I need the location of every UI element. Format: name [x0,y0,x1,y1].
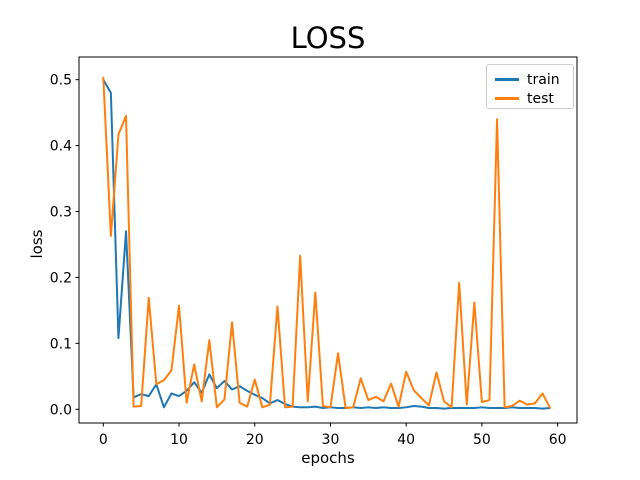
axes-frame [78,56,578,424]
y-axis-label: loss [28,229,46,258]
x-tick-label: 0 [99,432,108,448]
y-tick-label: 0.2 [50,270,72,286]
y-axis: 0.0 0.1 0.2 0.3 0.4 0.5 [50,73,79,418]
y-tick-label: 0.1 [50,336,72,352]
chart-title: LOSS [291,21,366,55]
train-line-swatch [495,78,519,81]
y-tick-label: 0.4 [50,139,72,155]
x-axis-label: epochs [301,449,355,467]
x-tick-label: 40 [397,432,415,448]
train-line [102,78,552,410]
test-line [102,76,552,409]
y-tick-label: 0.3 [50,205,72,221]
x-tick-label: 50 [473,432,491,448]
legend-item-train: train [495,70,573,89]
x-tick-label: 20 [246,432,264,448]
y-tick-label: 0.5 [50,73,72,89]
legend: train test [486,64,574,109]
x-axis: 0 10 20 30 40 50 60 [99,423,567,448]
legend-item-test: test [495,89,573,108]
x-tick-label: 60 [549,432,567,448]
series-lines [102,76,552,410]
x-tick-label: 30 [322,432,340,448]
legend-label-train: train [527,71,560,88]
x-tick-label: 10 [170,432,188,448]
y-tick-label: 0.0 [50,402,72,418]
test-line-swatch [495,97,519,100]
legend-label-test: test [527,90,554,107]
